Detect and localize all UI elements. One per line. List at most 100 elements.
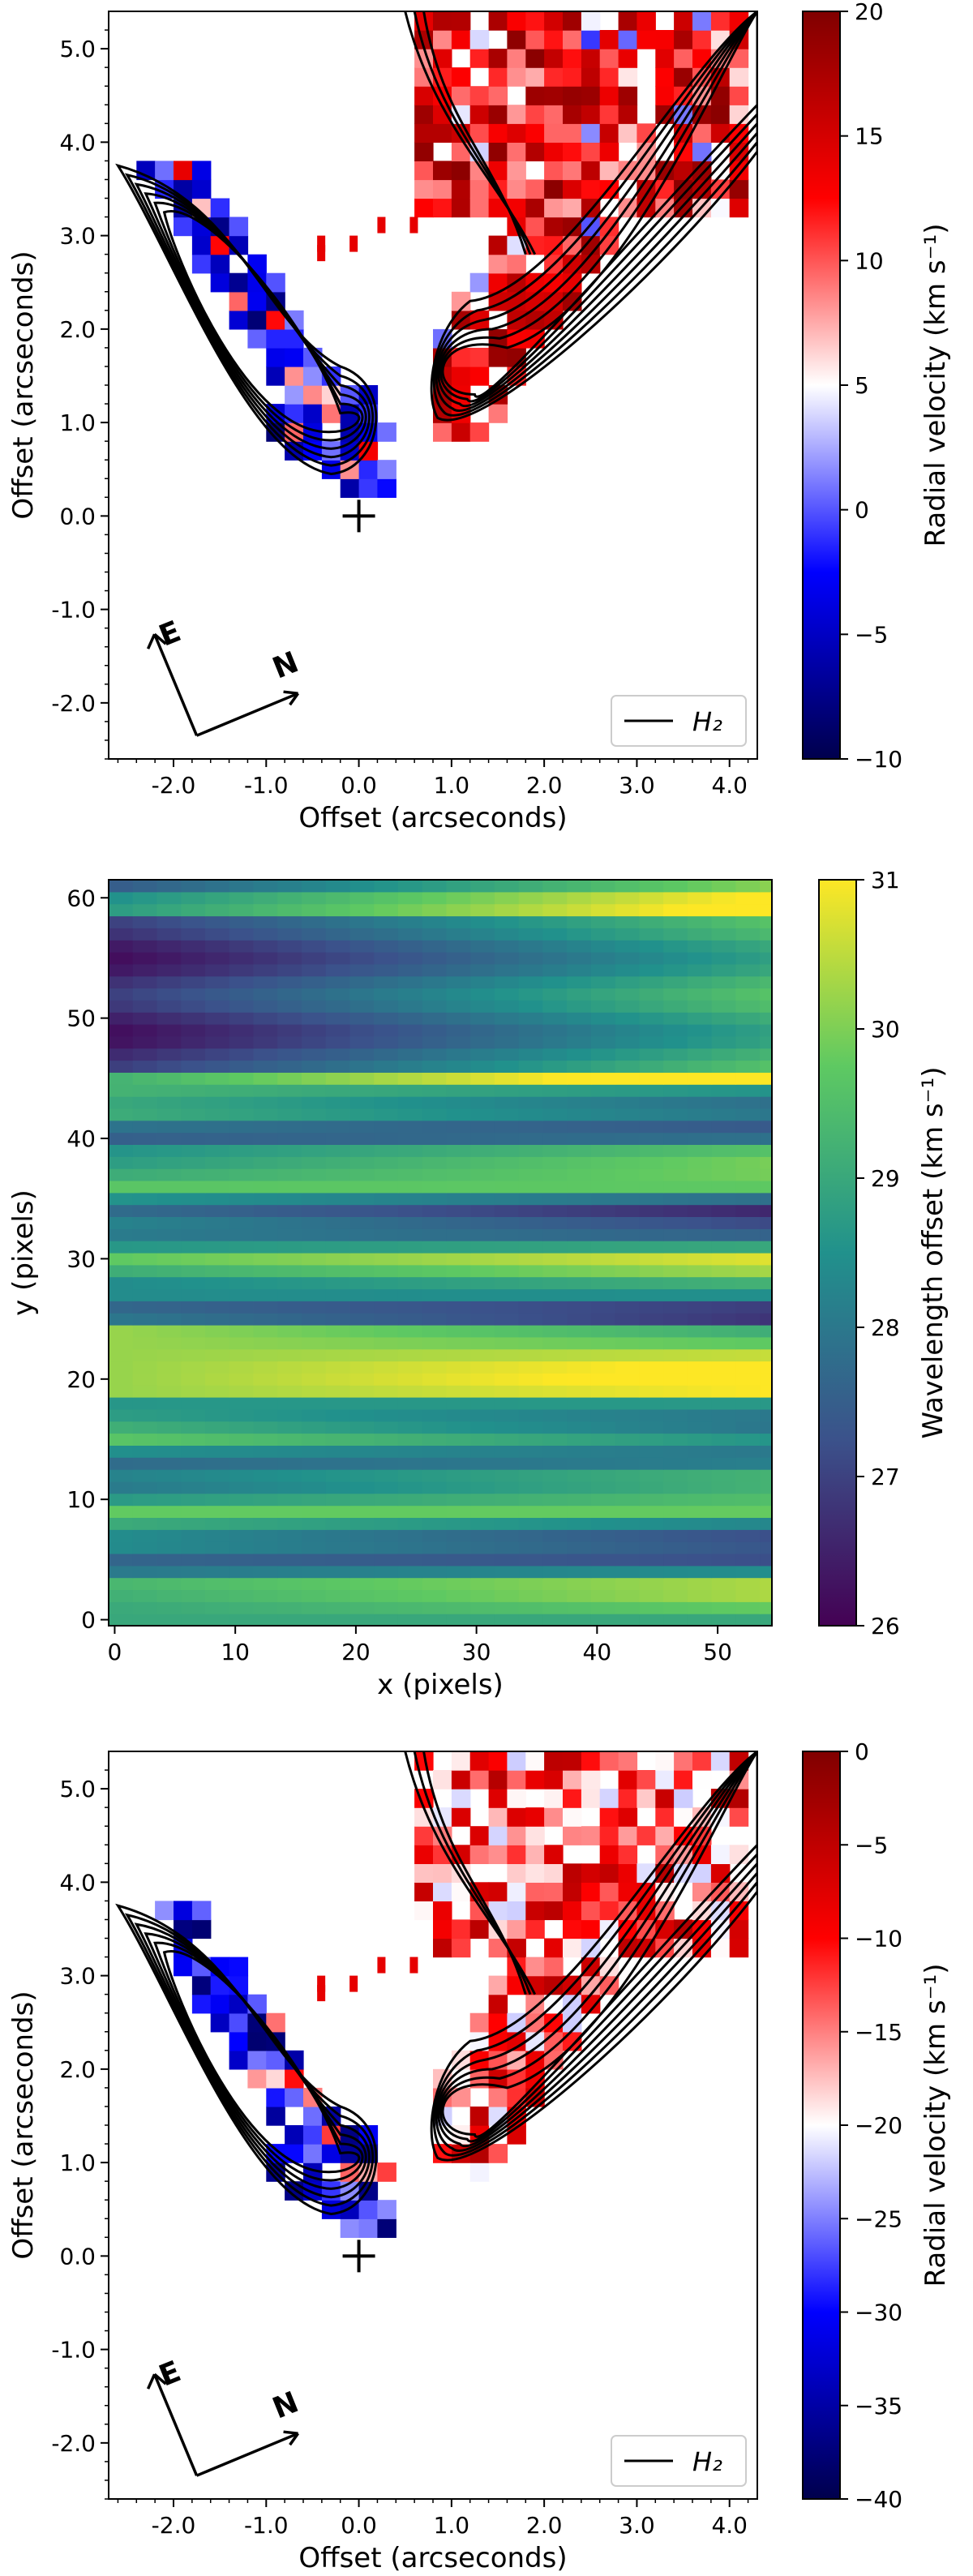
wavelength-pixel <box>302 1096 327 1109</box>
wavelength-pixel <box>374 1120 399 1134</box>
velocity-pixel <box>525 123 545 143</box>
wavelength-pixel <box>132 1554 157 1567</box>
wavelength-pixel <box>711 1096 736 1109</box>
x-tick-label: 2.0 <box>526 2512 563 2539</box>
wavelength-pixel <box>302 1035 327 1049</box>
wavelength-pixel <box>542 1589 568 1602</box>
colorbar-tick-label: 10 <box>855 247 884 274</box>
wavelength-pixel <box>760 1000 772 1013</box>
wavelength-pixel <box>711 1144 736 1157</box>
wavelength-pixel <box>470 1156 495 1169</box>
wavelength-pixel <box>205 1024 230 1037</box>
wavelength-pixel <box>229 1385 254 1398</box>
colorbar-tick-label: 29 <box>871 1165 900 1192</box>
wavelength-pixel <box>735 988 761 1001</box>
wavelength-pixel <box>229 1048 254 1061</box>
wavelength-pixel <box>422 1253 447 1266</box>
wavelength-pixel <box>422 1132 447 1145</box>
colorbar <box>802 11 841 760</box>
velocity-pixel <box>599 123 619 143</box>
plot-frame <box>108 879 773 1627</box>
wavelength-pixel <box>325 1385 350 1398</box>
wavelength-pixel <box>109 1554 134 1567</box>
wavelength-pixel <box>205 1601 230 1614</box>
wavelength-pixel <box>518 963 543 977</box>
wavelength-pixel <box>181 928 206 941</box>
wavelength-pixel <box>518 1168 543 1181</box>
wavelength-pixel <box>567 891 592 905</box>
wavelength-pixel <box>109 1035 134 1049</box>
wavelength-pixel <box>253 1168 278 1181</box>
wavelength-pixel <box>349 1481 375 1494</box>
wavelength-pixel <box>567 915 592 928</box>
y-tick-label: 20 <box>66 1366 96 1393</box>
wavelength-pixel <box>205 1529 230 1542</box>
wavelength-pixel <box>446 1505 471 1518</box>
wavelength-pixel <box>470 1301 495 1314</box>
wavelength-pixel <box>639 940 664 953</box>
velocity-pixel <box>266 2087 285 2107</box>
wavelength-pixel <box>109 1108 134 1121</box>
wavelength-pixel <box>760 1192 772 1206</box>
wavelength-pixel <box>374 1408 399 1422</box>
wavelength-pixel <box>253 1000 278 1013</box>
y-tick-label: 0.0 <box>59 503 96 529</box>
wavelength-pixel <box>590 963 616 977</box>
wavelength-pixel <box>639 1156 664 1169</box>
velocity-pixel <box>525 1901 545 1921</box>
velocity-pixel <box>710 1882 731 1901</box>
x-tick-label: 1.0 <box>434 2512 470 2539</box>
x-tick-label: 10 <box>221 1639 250 1665</box>
velocity-pixel <box>507 11 526 31</box>
velocity-pixel <box>544 49 564 68</box>
wavelength-pixel <box>422 1457 447 1470</box>
velocity-pixel <box>451 347 471 367</box>
velocity-pixel <box>377 478 396 498</box>
wavelength-pixel <box>663 1156 688 1169</box>
wavelength-pixel <box>253 988 278 1001</box>
wavelength-pixel <box>325 1589 350 1602</box>
wavelength-pixel <box>615 915 640 928</box>
wavelength-pixel <box>229 915 254 928</box>
wavelength-pixel <box>615 1336 640 1350</box>
wavelength-pixel <box>205 1481 230 1494</box>
wavelength-pixel <box>253 1445 278 1458</box>
wavelength-pixel <box>639 1060 664 1073</box>
wavelength-pixel <box>205 940 230 953</box>
wavelength-pixel <box>590 928 616 941</box>
wavelength-pixel <box>253 1361 278 1374</box>
velocity-pixel <box>488 11 508 31</box>
wavelength-pixel <box>542 1361 568 1374</box>
y-tick-label: 30 <box>66 1245 96 1272</box>
wavelength-pixel <box>760 1144 772 1157</box>
wavelength-pixel <box>277 1084 302 1097</box>
wavelength-pixel <box>518 1421 543 1434</box>
wavelength-pixel <box>735 1457 761 1470</box>
wavelength-pixel <box>760 1156 772 1169</box>
wavelength-pixel <box>277 928 302 941</box>
wavelength-pixel <box>422 1469 447 1482</box>
wavelength-pixel <box>205 1541 230 1554</box>
wavelength-pixel <box>470 1204 495 1217</box>
wavelength-pixel <box>253 1276 278 1290</box>
wavelength-pixel <box>687 1408 713 1422</box>
wavelength-pixel <box>687 1505 713 1518</box>
wavelength-pixel <box>687 1361 713 1374</box>
wavelength-pixel <box>590 1144 616 1157</box>
wavelength-pixel <box>302 1397 327 1410</box>
y-axis-label: y (pixels) <box>7 1189 40 1316</box>
velocity-pixel <box>469 2162 490 2182</box>
wavelength-pixel <box>494 891 520 905</box>
velocity-pixel <box>599 49 619 68</box>
wavelength-pixel <box>253 1614 278 1626</box>
velocity-pixel <box>581 1919 601 1940</box>
wavelength-pixel <box>639 928 664 941</box>
wavelength-pixel <box>109 1264 134 1278</box>
wavelength-pixel <box>325 1408 350 1422</box>
wavelength-pixel <box>494 975 520 989</box>
wavelength-pixel <box>615 1168 640 1181</box>
wavelength-pixel <box>735 1204 761 1217</box>
wavelength-pixel <box>567 1144 592 1157</box>
wavelength-pixel <box>760 1035 772 1049</box>
